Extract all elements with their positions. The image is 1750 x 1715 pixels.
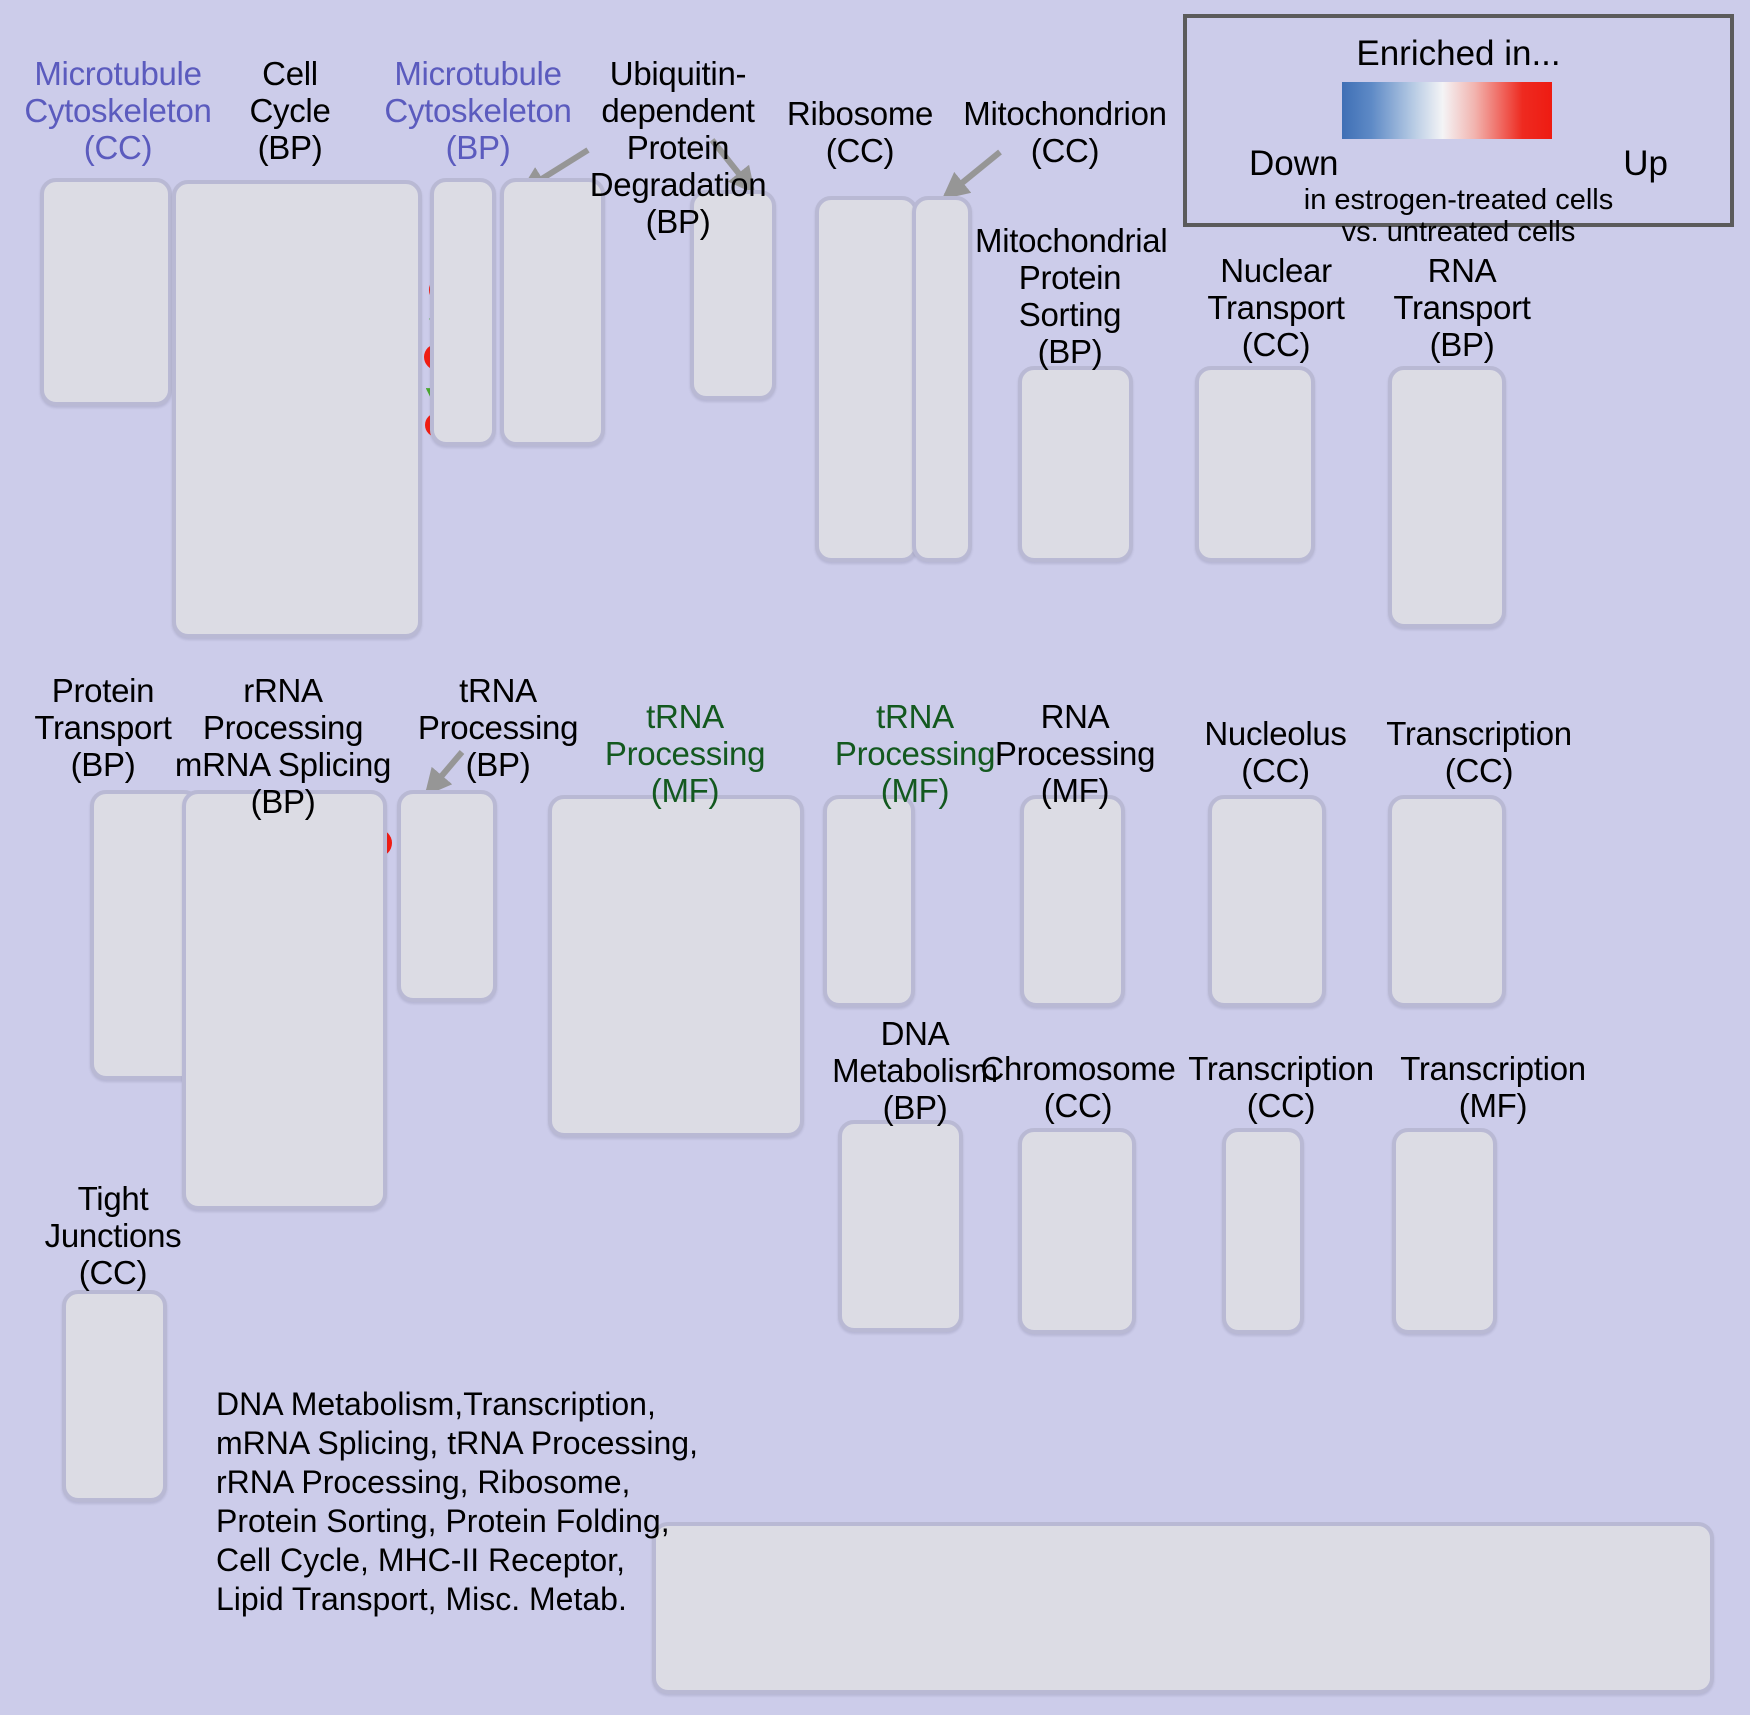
cluster-box-cell-cycle-bp[interactable]: [172, 180, 422, 638]
cluster-label-chromosome-cc: Chromosome (CC): [980, 1050, 1176, 1124]
cluster-label-dna-metabolism-bp: DNA Metabolism (BP): [832, 1015, 998, 1126]
cluster-box-trna-processing-mf-2[interactable]: [823, 795, 915, 1007]
cluster-box-mitochondrial-protein-sorting-bp[interactable]: [1018, 366, 1133, 562]
cluster-label-rna-processing-mf: RNA Processing (MF): [994, 698, 1156, 809]
cluster-label-transcription-cc: Transcription (CC): [1386, 715, 1572, 789]
misc-cluster-footnote: DNA Metabolism,Transcription, mRNA Splic…: [216, 1386, 698, 1617]
legend-color-gradient: [1342, 82, 1552, 139]
cluster-label-ribosome-cc: Ribosome (CC): [786, 95, 934, 169]
cluster-label-tight-junctions-cc: Tight Junctions (CC): [44, 1180, 182, 1291]
cluster-label-ubiquitin-protein-degradation-bp: Ubiquitin- dependent Protein Degradation…: [589, 55, 767, 240]
cluster-box-transcription-cc-2[interactable]: [1222, 1128, 1304, 1334]
cluster-label-nuclear-transport-cc: Nuclear Transport (CC): [1207, 252, 1345, 363]
cluster-box-trna-processing-bp[interactable]: [397, 790, 497, 1002]
cluster-box-microtubule-cytoskeleton-bp[interactable]: [430, 178, 496, 446]
legend-subtitle: in estrogen-treated cells vs. untreated …: [1303, 184, 1614, 248]
cluster-box-nucleolus-cc[interactable]: [1208, 795, 1326, 1007]
cluster-box-nuclear-transport-cc[interactable]: [1195, 366, 1315, 562]
cluster-box-ubiquitin-protein-degradation-bp[interactable]: [500, 178, 605, 446]
cluster-label-trna-processing-bp: tRNA Processing (BP): [417, 672, 579, 783]
cluster-box-rrna-mrna-splicing-bp[interactable]: [182, 790, 387, 1210]
cluster-label-trna-processing-mf-2: tRNA Processing (MF): [834, 698, 996, 809]
cluster-box-rna-transport-bp[interactable]: [1388, 366, 1506, 628]
cluster-label-microtubule-cytoskeleton-bp: Microtubule Cytoskeleton (BP): [384, 55, 572, 166]
cluster-box-dna-metabolism-bp[interactable]: [838, 1120, 963, 1332]
cluster-label-nucleolus-cc: Nucleolus (CC): [1204, 715, 1347, 789]
cluster-label-rna-transport-bp: RNA Transport (BP): [1393, 252, 1531, 363]
cluster-label-protein-transport-bp: Protein Transport (BP): [34, 672, 172, 783]
legend-up-label: Up: [1623, 144, 1668, 183]
cluster-box-trna-processing-mf-1[interactable]: [548, 795, 804, 1137]
cluster-label-rrna-mrna-splicing-bp: rRNA Processing mRNA Splicing (BP): [174, 672, 392, 820]
cluster-box-mitochondrion-cc[interactable]: [912, 196, 972, 562]
cluster-label-trna-processing-mf-1: tRNA Processing (MF): [604, 698, 766, 809]
cluster-box-rna-processing-mf[interactable]: [1020, 795, 1125, 1007]
cluster-box-transcription-mf[interactable]: [1392, 1128, 1497, 1334]
cluster-box-transcription-cc[interactable]: [1388, 795, 1506, 1007]
cluster-label-microtubule-cytoskeleton-cc: Microtubule Cytoskeleton (CC): [24, 55, 212, 166]
legend-down-label: Down: [1249, 144, 1339, 183]
cluster-box-tight-junctions-cc[interactable]: [62, 1290, 167, 1502]
cluster-box-ribosome-cc[interactable]: [815, 196, 918, 562]
cluster-label-mitochondrial-protein-sorting-bp: Mitochondrial Protein Sorting (BP): [975, 222, 1168, 370]
legend-title: Enriched in...: [1356, 34, 1561, 73]
legend-panel: Enriched in... Down Up in estrogen-treat…: [1183, 14, 1734, 248]
cluster-label-transcription-cc-2: Transcription (CC): [1188, 1050, 1374, 1124]
cluster-box-microtubule-cytoskeleton-cc[interactable]: [40, 178, 172, 406]
cluster-box-chromosome-cc[interactable]: [1018, 1128, 1136, 1334]
cluster-label-cell-cycle-bp: Cell Cycle (BP): [249, 55, 331, 166]
cluster-label-mitochondrion-cc: Mitochondrion (CC): [963, 95, 1167, 169]
cluster-box-ubiquitin-sub[interactable]: [690, 190, 776, 400]
cluster-box-misc-cluster-strip[interactable]: [652, 1522, 1714, 1694]
cluster-label-transcription-mf: Transcription (MF): [1400, 1050, 1586, 1124]
